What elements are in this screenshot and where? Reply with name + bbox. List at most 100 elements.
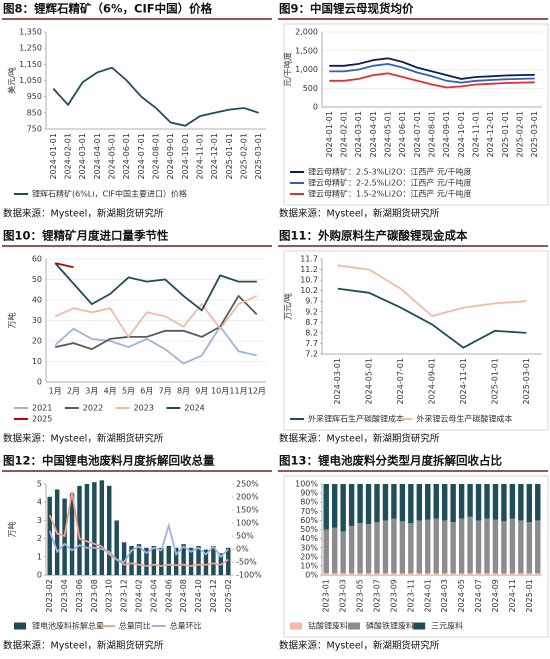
bar-segment [382,484,389,521]
y2-tick-label: 50% [236,532,254,541]
bar-segment [467,573,473,576]
y-tick-label: 750 [27,125,42,134]
bar [226,547,231,576]
panel-title: 图9：中国锂云母现货均价 [279,2,414,16]
x-tick-label: 2023-02 [45,579,54,612]
bar-segment [509,518,516,574]
y2-tick-label: -100% [236,571,262,580]
panel-title: 图10：锂精矿月度进口量季节性 [3,229,169,243]
bar-segment [357,523,363,574]
x-tick-label: 2024-03 [440,579,449,612]
bar-segment [535,484,541,521]
legend-label: 2023 [134,404,154,413]
x-tick-label: 2024-11-01 [196,133,205,180]
x-tick-label: 2024-04 [149,579,158,612]
bar-segment [391,518,397,574]
x-tick-label: 2024-04-01 [369,111,378,158]
x-tick-label: 2024-11-01 [472,111,481,158]
legend-label: 锂云母精矿：2.5-3%Li2O：江西产 元/千吨度 [308,167,472,177]
bar-segment [450,522,456,574]
x-tick-label: 2023-08 [90,579,99,612]
bar-segment [340,573,346,576]
x-tick-label: 2025-03-01 [522,358,531,405]
legend-label: 锂云母精矿：1.5-2%Li2O：江西产 元/千吨度 [308,189,472,199]
bar [173,547,179,576]
series-line [55,262,74,269]
bar-segment [458,518,465,574]
source-note: 数据来源：Mysteel，新湖期货研究所 [3,208,164,220]
bar [181,544,186,576]
y2-tick-label: -50% [236,558,257,567]
legend-label: 总量同比 [119,621,151,631]
bar-segment [492,519,499,574]
series-line [329,57,535,80]
source-note: 数据来源：Mysteel，新湖期货研究所 [3,640,164,652]
y2-tick-label: 150% [236,506,259,515]
y2-tick-label: 200% [236,493,259,502]
bar-segment [374,484,380,523]
bar-segment [323,529,329,574]
bar-segment [467,484,473,517]
y2-tick-label: 100% [236,519,259,528]
x-tick-label: 2024-11 [508,579,517,612]
x-tick-label: 2024-06-01 [122,133,131,180]
bar-segment [484,484,490,519]
x-tick-label: 8月 [177,387,190,396]
bar-segment [408,573,414,576]
bar-segment [518,520,524,574]
bar-segment [331,573,338,576]
x-tick-label: 2024-08-01 [152,133,161,180]
bar-segment [518,484,524,521]
series-line [54,262,257,312]
x-tick-label: 2024-12 [209,579,218,612]
x-tick-label: 2023-09 [389,579,398,612]
y-tick-label: 9.2 [305,307,318,316]
legend-label: 外采锂辉石生产碳酸锂成本 [308,414,404,424]
x-tick-label: 2024-02-01 [64,133,73,180]
y-tick-label: 30 [32,316,42,325]
x-tick-label: 2024-01-01 [325,111,334,158]
bar-segment [458,484,465,519]
x-tick-label: 2024-05-01 [384,111,393,158]
bar-segment [323,573,329,576]
x-tick-label: 2024-10 [194,579,203,612]
legend-swatch [290,622,302,630]
bar-segment [425,573,431,576]
bar-segment [475,520,482,574]
x-tick-label: 2024-01 [423,579,432,612]
y-tick-label: 11.2 [300,265,318,274]
legend-label: 三元废料 [431,621,463,631]
legend-label: 总量环比 [170,621,202,631]
y-tick-label: 10.7 [300,276,318,285]
bar-segment [501,521,507,574]
y-tick-label: 1,050 [19,76,42,85]
bar-segment [416,573,423,576]
source-note: 数据来源：Mysteel，新湖期货研究所 [279,640,440,652]
legend-label: 2025 [32,415,52,424]
y-tick-label: 70% [300,507,318,516]
source-note: 数据来源：Mysteel，新湖期货研究所 [279,208,440,220]
y-tick-label: 90% [300,489,318,498]
bar-segment [399,484,406,522]
x-tick-label: 2024-06-01 [398,111,407,158]
bar-segment [382,573,389,576]
bar [144,547,149,576]
x-tick-label: 2024-05 [457,579,466,612]
bar-segment [340,531,346,574]
x-tick-label: 2025-02-01 [516,111,525,158]
series-line [329,72,535,89]
y-tick-label: 40% [300,534,318,543]
x-tick-label: 2025-01-01 [225,133,234,180]
x-tick-label: 2月 [67,387,80,396]
x-tick-label: 11月 [229,387,247,396]
legend-label: 锂辉石精矿(6%Li，CIF中国主要进口）价格 [32,189,187,199]
bar-segment [323,484,329,530]
bar-segment [374,573,380,576]
series-line [54,295,258,339]
bar-segment [399,521,406,574]
bar [203,549,209,576]
bar-segment [475,484,482,521]
y-tick-label: 10% [300,561,318,570]
x-tick-label: 2024-07-01 [396,358,405,405]
bar-segment [357,484,363,524]
